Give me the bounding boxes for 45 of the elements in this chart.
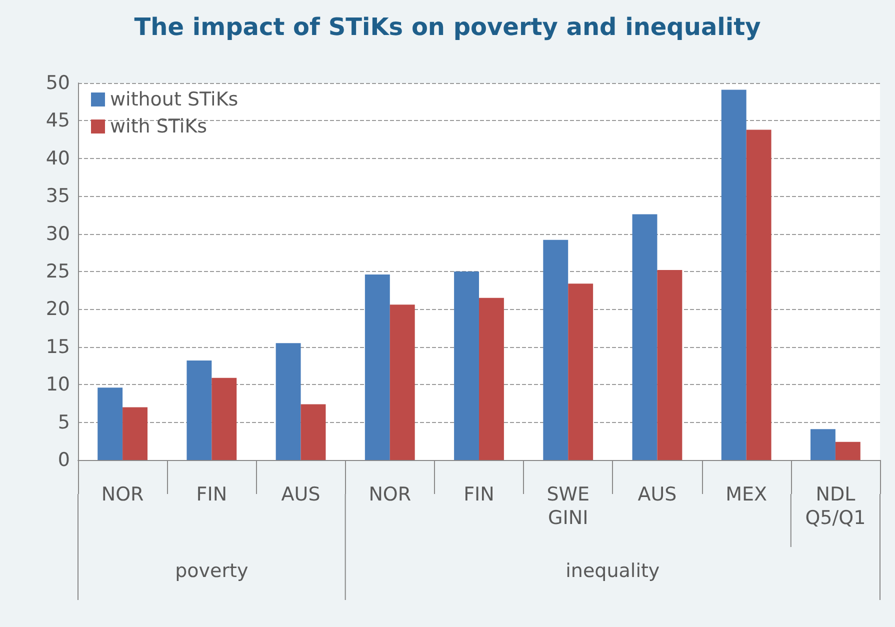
bar — [835, 442, 860, 460]
y-tick-label: 0 — [58, 449, 70, 471]
y-tick-label: 50 — [46, 72, 70, 94]
bar — [568, 284, 594, 460]
text: GINI — [548, 507, 588, 529]
y-tick-label: 5 — [58, 411, 70, 434]
bar — [212, 378, 237, 460]
bar — [543, 240, 568, 460]
text: poverty — [175, 560, 248, 582]
x-tick-label: AUS — [638, 484, 677, 506]
x-tick-label: MEX — [726, 484, 768, 506]
y-tick-label: 30 — [46, 222, 70, 245]
legend-label: without STiKs — [110, 88, 238, 110]
x-tick-label: AUS — [281, 484, 320, 506]
bar — [364, 274, 390, 460]
bar — [810, 429, 836, 460]
bar — [746, 130, 772, 460]
bar — [276, 343, 301, 460]
bar — [479, 298, 504, 460]
x-tick-label: NOR — [101, 484, 144, 506]
x-tick-label: SWE — [546, 484, 590, 506]
bar — [454, 272, 479, 460]
bar — [300, 404, 326, 460]
bar — [98, 388, 123, 460]
y-tick-label: 45 — [46, 110, 70, 132]
bar — [390, 304, 415, 460]
bar — [632, 214, 658, 460]
text: Q5/Q1 — [805, 507, 866, 529]
x-tick-label: FIN — [464, 484, 494, 506]
text: inequality — [566, 560, 660, 582]
y-tick-label: 10 — [46, 374, 70, 396]
x-tick-label: FIN — [196, 484, 228, 506]
x-tick-label: NDL — [816, 484, 856, 506]
bar — [657, 270, 682, 460]
y-tick-label: 15 — [46, 336, 70, 358]
y-tick-label: 35 — [46, 185, 70, 208]
x-tick-label: NOR — [368, 484, 412, 506]
y-tick-label: 40 — [46, 147, 70, 170]
bar — [721, 90, 746, 460]
bar — [122, 407, 148, 460]
legend-label: with STiKs — [110, 116, 208, 138]
y-tick-label: 25 — [46, 260, 70, 282]
chart-title: The impact of STiKs on poverty and inequality — [134, 13, 762, 41]
bar — [186, 360, 212, 460]
y-tick-label: 20 — [46, 298, 70, 320]
